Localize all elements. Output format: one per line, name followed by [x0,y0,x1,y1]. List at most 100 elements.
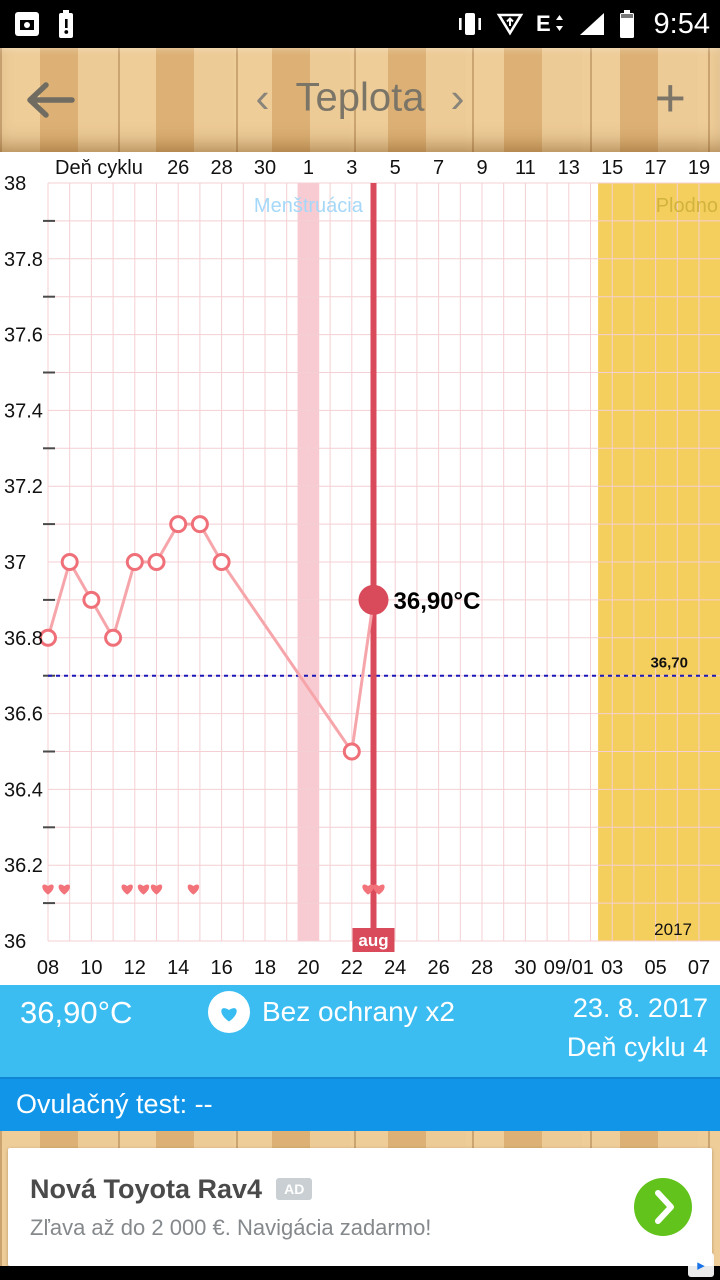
temperature-point [125,553,144,571]
temperature-chart[interactable]: Menštruácia Plodno 36,70 36,90°C aug 2017 Deň … [0,152,720,985]
month-badge-label: aug [358,931,388,950]
clock: 9:54 [653,7,710,40]
screenshot-notification-icon [15,12,39,36]
date-tick: 08 [37,957,59,979]
current-temperature-point[interactable] [358,584,389,615]
date-tick: 03 [601,957,623,979]
cycle-day-tick: 28 [210,157,232,179]
network-type-icon: E [536,11,563,36]
ad-cta-button[interactable] [634,1178,692,1236]
cycle-day-tick: 9 [476,157,487,179]
title-group: ‹ Teplota › [0,74,720,122]
heart-icon [121,884,133,895]
heart-icon [137,884,150,895]
vibrate-icon [458,13,481,35]
cycle-day-tick: 26 [167,157,189,179]
app-header: ‹ Teplota › + [0,48,720,152]
temperature-point [39,628,57,647]
temperature-tick: 37.8 [4,249,43,271]
date-tick: 16 [210,957,232,979]
temperature-point [147,553,166,571]
battery-alert-notification-icon [59,10,73,38]
temperature-points[interactable] [39,515,361,761]
intercourse-summary: Bez ochrany x2 [208,989,455,1035]
back-button[interactable] [22,80,82,120]
ad-badge: AD [276,1178,313,1200]
intercourse-label: Bez ochrany x2 [262,996,455,1027]
coverline-value: 36,70 [650,655,688,672]
heart-icon [187,884,200,895]
next-chevron-icon[interactable]: › [450,74,465,121]
date-tick: 26 [427,957,449,979]
ad-title-row: Nová Toyota Rav4 AD [30,1174,712,1205]
cycle-day-tick: 11 [515,157,536,179]
temperature-point [342,742,361,761]
ad-title: Nová Toyota Rav4 [30,1173,263,1204]
signal-strength-icon [579,13,604,35]
date-tick: 20 [297,957,319,979]
temperature-tick: 36.6 [4,704,43,726]
page-title: Teplota [295,75,425,120]
network-type-letter: E [536,11,551,36]
add-entry-button[interactable]: + [654,68,686,128]
date-group: 23. 8. 2017 Deň cyklu 4 [567,989,708,1067]
temperature-tick: 37.2 [4,476,43,498]
temperature-axis: 38 37.8 37.6 37.4 37.2 37 36.8 36.6 36.4 36.2 36 [4,173,43,953]
cycle-day-tick: 5 [390,157,401,179]
date-tick: 28 [471,957,493,979]
date-tick: 22 [341,957,363,979]
year-label: 2017 [654,920,692,939]
temperature-tick: 36.4 [4,779,43,801]
temperature-chart-svg[interactable]: Menštruácia Plodno36,7036,90°Caug2017Deň … [0,152,720,985]
temperature-point [212,553,231,571]
current-temperature-value: 36,90°C [394,588,481,615]
fertility-label: Plodno [656,195,718,217]
ad-card[interactable]: Nová Toyota Rav4 AD Zľava až do 2 000 €.… [8,1148,712,1266]
prev-chevron-icon[interactable]: ‹ [255,74,270,121]
status-bar: E 9:54 [0,0,720,48]
heart-icon [373,884,385,895]
cycle-day-axis-title: Deň cyklu [55,157,143,179]
navigation-bar [0,1266,720,1280]
cycle-day-label: Deň cyklu 4 [566,1032,708,1062]
temperature-tick: 37.4 [4,400,43,422]
status-system-icons: E 9:54 [455,8,720,41]
date-tick: 05 [644,957,666,979]
ovulation-test-bar[interactable]: Ovulačný test: -- [0,1077,720,1131]
cycle-day-tick: 1 [303,157,314,179]
date-tick: 12 [124,957,146,979]
heart-icon [58,884,70,895]
chevron-right-icon [655,1190,674,1224]
heart-icon [150,884,163,895]
ad-section: Nová Toyota Rav4 AD Zľava až do 2 000 €.… [0,1131,720,1280]
adchoices-icon[interactable]: ▸ [688,1253,714,1277]
temperature-point [104,628,123,647]
day-summary-bar[interactable]: 36,90°C Bez ochrany x2 23. 8. 2017 Deň c… [0,985,720,1077]
temperature-point [169,515,188,534]
date-tick: 09/01 [544,957,594,979]
temperature-tick: 37.6 [4,325,43,347]
cycle-day-tick: 17 [644,157,666,179]
battery-icon [619,10,634,38]
date-tick: 10 [80,957,102,979]
cycle-day-tick: 7 [433,157,444,179]
cycle-day-tick: 15 [601,157,623,179]
menstruation-label: Menštruácia [254,195,364,217]
status-notification-icons [0,8,76,40]
heart-icon [42,884,54,895]
temperature-point [190,515,209,534]
temperature-point [82,590,101,609]
temperature-tick: 36.2 [4,855,43,877]
intercourse-hearts [42,884,385,895]
temperature-point [60,553,79,571]
temperature-value: 36,90°C [20,995,133,1030]
cycle-day-tick: 30 [254,157,276,179]
ad-subtitle: Zľava až do 2 000 €. Navigácia zadarmo! [30,1214,432,1240]
date-tick: 07 [688,957,710,979]
heart-circle-icon [208,991,250,1033]
heart-icon [362,884,374,895]
temperature-tick: 37 [4,552,26,574]
temperature-tick: 36.8 [4,628,43,650]
back-arrow-icon [27,82,75,118]
